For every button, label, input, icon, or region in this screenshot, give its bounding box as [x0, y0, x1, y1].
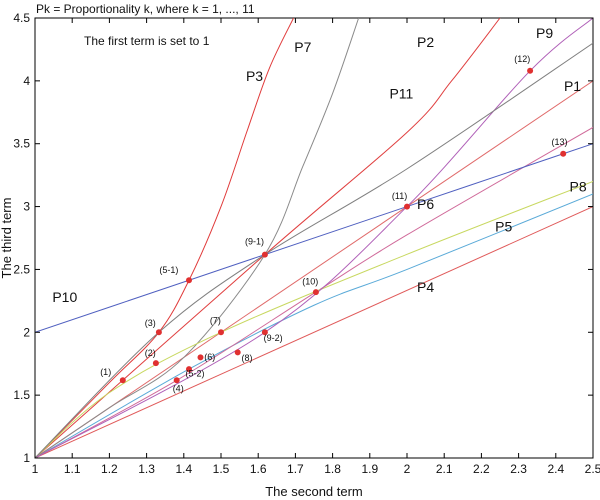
- intersection-point-10: [312, 289, 319, 296]
- y-tick-label: 3.5: [13, 137, 30, 151]
- intersection-point-1: [119, 377, 126, 384]
- point-label-6: (6): [204, 352, 215, 362]
- point-label-12: (12): [514, 54, 530, 64]
- chart-title: Pk = Proportionality k, where k = 1, ...…: [36, 2, 255, 16]
- curve-label-p3: P3: [246, 68, 263, 84]
- intersection-point-2: [152, 360, 159, 367]
- curve-label-p9: P9: [536, 25, 553, 41]
- x-tick-label: 1.9: [361, 462, 378, 476]
- point-label-11: (11): [392, 191, 407, 201]
- intersection-point-13: [560, 150, 567, 157]
- x-tick-label: 1.3: [138, 462, 155, 476]
- curve-p8: [35, 180, 593, 458]
- curve-label-p11: P11: [389, 86, 413, 102]
- intersection-point-5-1: [186, 277, 192, 284]
- x-tick-label: 1.5: [213, 462, 230, 476]
- curve-label-p4: P4: [417, 279, 434, 295]
- curve-p9: [35, 18, 593, 458]
- intersection-point-5-2: [186, 366, 192, 373]
- point-label-5-2: (5-2): [185, 368, 204, 378]
- y-tick-label: 4: [23, 74, 30, 88]
- intersection-point-12: [527, 67, 534, 74]
- point-label-1: (1): [100, 367, 111, 377]
- curve-label-p8: P8: [570, 179, 587, 195]
- y-axis-label: The third term: [0, 198, 14, 279]
- ticks-layer: 1 1.1 1.2 1.3 1.4 1.5 1.6 1.7 1.8 1.9 2 2.1 2.2 2.3 2.…: [13, 11, 600, 476]
- x-tick-label: 2.3: [510, 462, 527, 476]
- x-axis-label: The second term: [265, 484, 363, 499]
- y-tick-label: 1.5: [13, 388, 30, 402]
- point-label-9-1: (9-1): [245, 236, 264, 246]
- point-label-5-1: (5-1): [159, 265, 178, 275]
- y-tick-label: 4.5: [13, 11, 30, 25]
- curve-p2: [35, 18, 501, 458]
- x-tick-label: 2.5: [585, 462, 600, 476]
- points-layer: (1) (2) (3) (4) (5-1) (5-2)(6) (7) (8) (9-1) (9-2…: [100, 54, 567, 393]
- x-tick-label: 1.8: [324, 462, 341, 476]
- curve-label-p2: P2: [417, 34, 434, 50]
- point-label-13: (13): [551, 137, 567, 147]
- x-tick-label: 1: [32, 462, 39, 476]
- intersection-point-6: [197, 354, 204, 361]
- curve-label-p1: P1: [564, 78, 581, 94]
- x-tick-label: 2.4: [547, 462, 564, 476]
- point-label-8: (8): [242, 353, 253, 363]
- curve-p7: [35, 18, 360, 458]
- x-tick-label: 1.4: [175, 462, 192, 476]
- curve-p4: [35, 206, 593, 458]
- y-tick-label: 2: [23, 325, 30, 339]
- x-tick-label: 1.2: [101, 462, 118, 476]
- curve-label-p10: P10: [52, 289, 77, 305]
- point-label-4: (4): [173, 383, 184, 393]
- x-tick-label: 1.7: [287, 462, 304, 476]
- curves-layer: [35, 18, 593, 458]
- intersection-point-9-2: [261, 329, 268, 336]
- intersection-point-11: [404, 203, 410, 210]
- point-label-10: (10): [302, 277, 318, 287]
- point-label-7: (7): [210, 316, 221, 326]
- chart-annotation: The first term is set to 1: [84, 34, 210, 48]
- curve-p1: [35, 80, 593, 458]
- intersection-point-9-1: [261, 251, 268, 258]
- curve-label-p7: P7: [294, 39, 311, 55]
- intersection-point-8: [234, 349, 241, 356]
- x-tick-label: 2.1: [436, 462, 453, 476]
- x-tick-label: 2: [404, 462, 411, 476]
- intersection-point-3: [155, 329, 162, 336]
- x-tick-label: 1.6: [250, 462, 267, 476]
- curve-label-p6: P6: [417, 196, 434, 212]
- point-label-9-2: (9-2): [264, 333, 283, 343]
- y-tick-label: 3: [23, 200, 30, 214]
- point-label-2: (2): [145, 348, 156, 358]
- y-tick-label: 2.5: [13, 262, 30, 276]
- x-tick-label: 2.2: [473, 462, 490, 476]
- point-label-3: (3): [145, 318, 156, 328]
- curve-p5: [35, 193, 593, 458]
- x-tick-label: 1.1: [64, 462, 81, 476]
- intersection-point-7: [218, 329, 224, 336]
- intersection-point-4: [173, 377, 180, 384]
- curve-label-p5: P5: [495, 219, 512, 235]
- curve-p3: [35, 18, 294, 458]
- y-tick-label: 1: [23, 451, 30, 465]
